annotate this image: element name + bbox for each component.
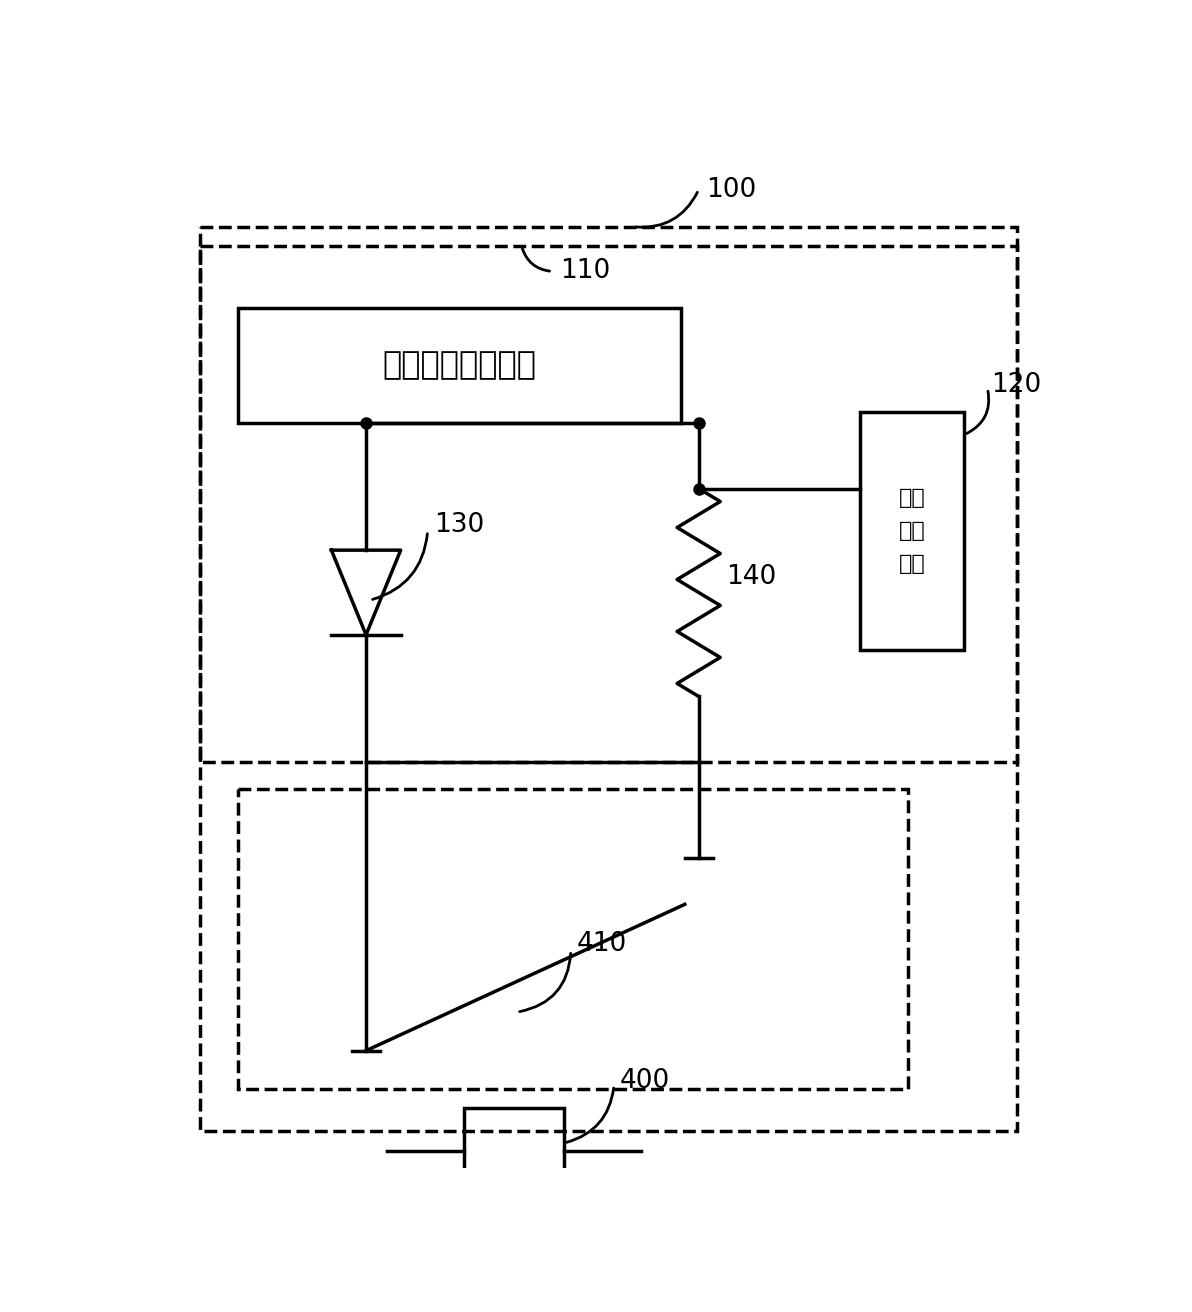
Text: 140: 140	[726, 564, 776, 590]
Text: 电压
采集
单元: 电压 采集 单元	[899, 488, 926, 573]
Text: 110: 110	[560, 258, 610, 285]
Bar	[861, 412, 964, 651]
Text: 410: 410	[577, 932, 627, 958]
Text: 400: 400	[620, 1068, 670, 1094]
Bar	[238, 789, 908, 1089]
Bar	[238, 307, 681, 422]
Text: 130: 130	[434, 512, 484, 538]
Text: 检测电流发生单元: 检测电流发生单元	[383, 350, 536, 380]
Text: 120: 120	[992, 371, 1042, 398]
Bar	[200, 227, 1018, 1131]
Bar	[464, 1109, 564, 1193]
Bar	[200, 245, 1018, 762]
Text: 100: 100	[707, 177, 757, 203]
